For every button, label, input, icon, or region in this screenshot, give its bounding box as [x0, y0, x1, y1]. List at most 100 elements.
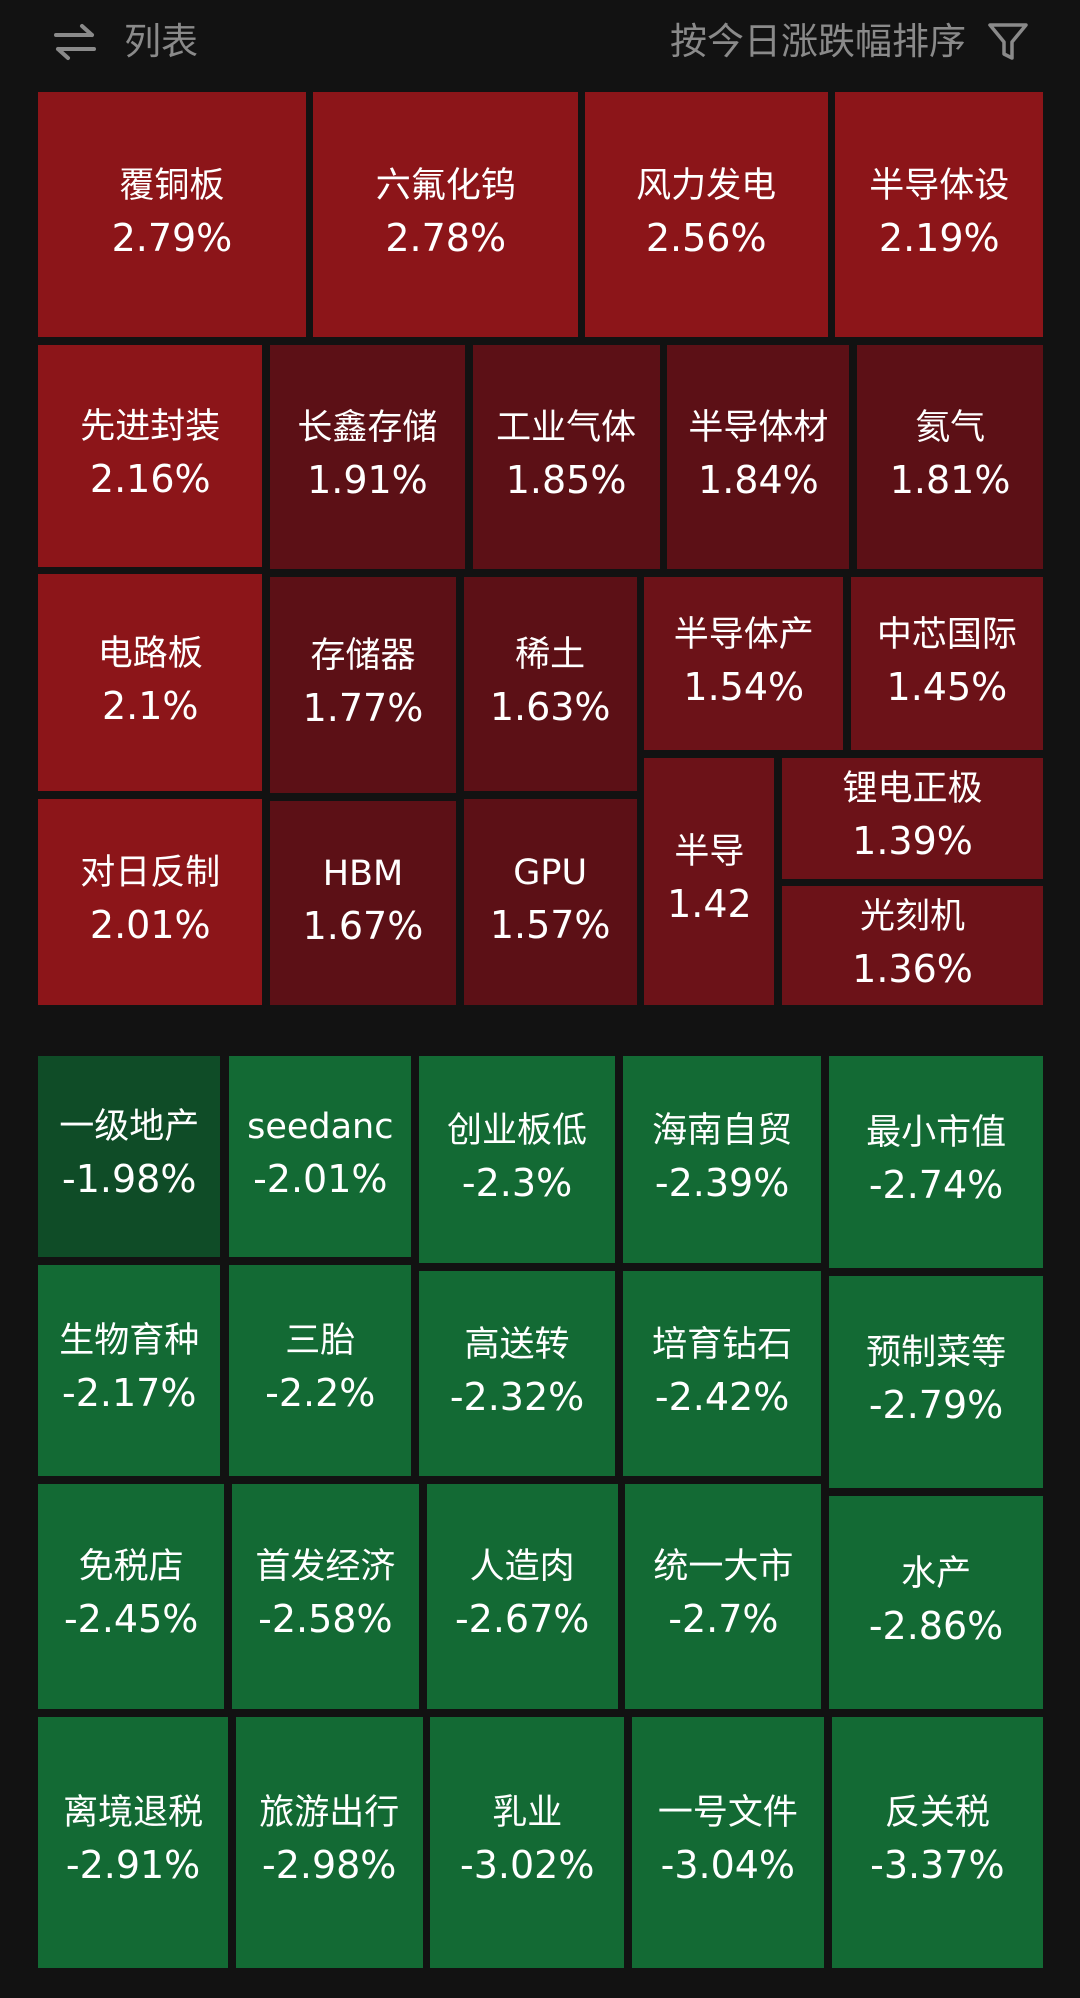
sector-change: 1.42: [667, 882, 752, 927]
sector-tile[interactable]: 光刻机 1.36%: [781, 886, 1044, 1005]
sector-tile[interactable]: 统一大市 -2.7%: [625, 1483, 822, 1710]
sector-name: seedanc: [247, 1107, 394, 1148]
sector-name: 先进封装: [80, 406, 221, 447]
sector-name: 生物育种: [59, 1321, 200, 1362]
sector-name: 稀土: [515, 634, 586, 675]
sector-name: 最小市值: [866, 1113, 1007, 1154]
sector-change: -2.3%: [461, 1160, 573, 1205]
sector-tile[interactable]: 半导体材 1.84%: [667, 345, 850, 570]
sector-tile[interactable]: 电路板 2.1%: [38, 574, 263, 791]
sector-tile[interactable]: 锂电正极 1.39%: [781, 757, 1044, 879]
sector-name: 首发经济: [255, 1547, 396, 1588]
toolbar: 列表 按今日涨跌幅排序: [0, 0, 1080, 84]
sector-tile[interactable]: 预制菜等 -2.79%: [829, 1276, 1044, 1488]
sector-change: 2.01%: [89, 902, 211, 947]
sector-tile[interactable]: 一级地产 -1.98%: [38, 1055, 221, 1258]
sector-tile[interactable]: 半导体产 1.54%: [644, 576, 844, 751]
sector-tile[interactable]: 离境退税 -2.91%: [38, 1716, 228, 1968]
sector-change: -2.7%: [668, 1597, 779, 1642]
sector-name: 创业板低: [447, 1110, 588, 1151]
sector-name: 对日反制: [80, 852, 221, 893]
sector-tile[interactable]: 最小市值 -2.74%: [829, 1055, 1044, 1269]
sector-name: 半导: [674, 832, 745, 873]
sector-change: 2.1%: [102, 683, 199, 728]
sector-change: -2.01%: [253, 1157, 388, 1202]
sector-change: -1.98%: [62, 1157, 197, 1202]
sector-tile[interactable]: 存储器 1.77%: [270, 576, 456, 794]
sector-tile[interactable]: 半导体设 2.19%: [835, 91, 1044, 338]
sector-name: GPU: [513, 852, 588, 893]
sector-change: 1.84%: [698, 458, 819, 503]
sector-name: 人造肉: [469, 1547, 575, 1588]
sector-name: 半导体材: [688, 408, 829, 449]
switch-icon[interactable]: [52, 22, 98, 62]
filter-icon[interactable]: [986, 20, 1030, 64]
sector-name: 三胎: [285, 1321, 356, 1362]
sector-tile[interactable]: 六氟化钨 2.78%: [313, 91, 579, 338]
sector-tile[interactable]: 稀土 1.63%: [463, 576, 637, 791]
sector-change: -2.39%: [654, 1160, 790, 1205]
sector-tile[interactable]: 首发经济 -2.58%: [231, 1483, 419, 1710]
sector-change: 1.39%: [852, 819, 973, 864]
sector-name: 光刻机: [860, 896, 966, 937]
sector-change: 1.77%: [302, 686, 424, 731]
sector-change: -3.02%: [460, 1843, 595, 1888]
sector-tile[interactable]: HBM 1.67%: [270, 801, 456, 1005]
sector-name: 一级地产: [59, 1107, 200, 1148]
sector-name: 电路板: [97, 633, 203, 674]
sector-change: -2.98%: [261, 1843, 397, 1888]
sector-tile[interactable]: seedanc -2.01%: [229, 1055, 412, 1258]
sector-name: 氦气: [915, 408, 986, 449]
sector-name: 锂电正极: [842, 769, 983, 810]
sector-change: -2.17%: [62, 1371, 197, 1416]
sector-tile[interactable]: 海南自贸 -2.39%: [622, 1055, 822, 1264]
sector-name: 乳业: [492, 1793, 563, 1834]
sector-tile[interactable]: 高送转 -2.32%: [419, 1271, 616, 1477]
sector-name: 离境退税: [63, 1793, 204, 1834]
sector-tile[interactable]: 乳业 -3.02%: [430, 1716, 625, 1968]
sector-tile[interactable]: 水产 -2.86%: [829, 1496, 1044, 1710]
sector-tile[interactable]: 培育钻石 -2.42%: [622, 1271, 822, 1477]
sector-name: 旅游出行: [259, 1793, 400, 1834]
sector-tile[interactable]: 生物育种 -2.17%: [38, 1264, 221, 1477]
sector-change: 2.16%: [89, 456, 211, 501]
sector-tile[interactable]: 氦气 1.81%: [857, 345, 1044, 570]
sector-tile[interactable]: 对日反制 2.01%: [38, 798, 263, 1005]
sector-tile[interactable]: 半导 1.42: [644, 757, 775, 1005]
sector-name: 海南自贸: [652, 1110, 793, 1151]
sector-name: 风力发电: [636, 165, 777, 206]
sector-tile[interactable]: 中芯国际 1.45%: [850, 576, 1044, 751]
sector-name: 预制菜等: [866, 1332, 1007, 1373]
sector-change: -2.74%: [868, 1163, 1004, 1208]
sector-tile[interactable]: 旅游出行 -2.98%: [235, 1716, 423, 1968]
sector-tile[interactable]: 免税店 -2.45%: [38, 1483, 225, 1710]
sector-tile[interactable]: 工业气体 1.85%: [472, 345, 660, 570]
sector-change: 1.67%: [302, 903, 424, 948]
list-toggle[interactable]: 列表: [124, 20, 198, 63]
sector-name: 存储器: [310, 636, 416, 677]
sector-name: 覆铜板: [119, 165, 225, 206]
sector-name: 半导体设: [869, 165, 1010, 206]
sector-tile[interactable]: 一号文件 -3.04%: [631, 1716, 824, 1968]
sort-button[interactable]: 按今日涨跌幅排序: [670, 20, 966, 63]
sector-tile[interactable]: GPU 1.57%: [463, 798, 637, 1005]
sector-change: 2.56%: [645, 215, 767, 260]
sector-name: 统一大市: [653, 1547, 794, 1588]
sector-tile[interactable]: 创业板低 -2.3%: [419, 1055, 616, 1264]
sector-change: 1.91%: [307, 458, 428, 503]
sector-change: 1.54%: [683, 664, 805, 709]
sector-tile[interactable]: 先进封装 2.16%: [38, 345, 263, 567]
sector-name: 培育钻石: [652, 1324, 793, 1365]
sector-change: 2.79%: [111, 215, 233, 260]
sector-tile[interactable]: 覆铜板 2.79%: [38, 91, 306, 338]
sector-change: -2.67%: [454, 1597, 590, 1642]
sector-tile[interactable]: 风力发电 2.56%: [584, 91, 828, 338]
sector-tile[interactable]: 长鑫存储 1.91%: [270, 345, 465, 570]
sector-tile[interactable]: 人造肉 -2.67%: [426, 1483, 618, 1710]
sector-change: -2.79%: [868, 1382, 1004, 1427]
sector-tile[interactable]: 三胎 -2.2%: [229, 1264, 412, 1477]
sector-tile[interactable]: 反关税 -3.37%: [831, 1716, 1044, 1968]
sector-name: 高送转: [464, 1324, 570, 1365]
sector-name: 免税店: [78, 1547, 184, 1588]
